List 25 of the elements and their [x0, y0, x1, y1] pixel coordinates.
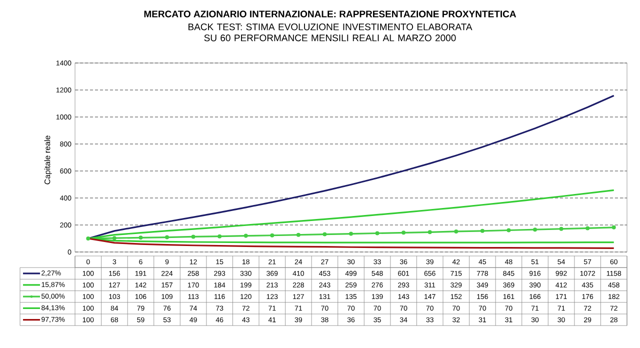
point: [191, 234, 196, 239]
point: [165, 235, 170, 240]
line-series: [87, 94, 615, 240]
point: [244, 234, 248, 238]
point: [586, 226, 590, 230]
point: [480, 228, 484, 233]
chart-title: MERCATO AZIONARIO INTERNAZIONALE: RAPPRESENTAZIONE PROXYNTETICA: [144, 10, 516, 18]
chart-subtitle: BACK TEST: STIMA EVOLUZIONE INVESTIMENTO ELABORATA SU 60 PERFORMANCE MENSILI REALI AL MARZO 2000: [188, 24, 472, 42]
point: [112, 236, 116, 240]
point: [138, 236, 143, 240]
point: [506, 228, 511, 232]
point: [349, 232, 353, 236]
y-axis-title: Capitale reale: [44, 136, 52, 184]
point: [322, 232, 327, 236]
point: [532, 228, 537, 232]
point: [296, 232, 300, 237]
point: [454, 229, 458, 234]
point: [402, 230, 406, 235]
point: [559, 226, 564, 231]
point: [612, 225, 616, 230]
point: [86, 236, 90, 240]
point: [218, 234, 222, 238]
point: [270, 233, 274, 238]
point: [428, 230, 432, 234]
point: [375, 231, 380, 236]
